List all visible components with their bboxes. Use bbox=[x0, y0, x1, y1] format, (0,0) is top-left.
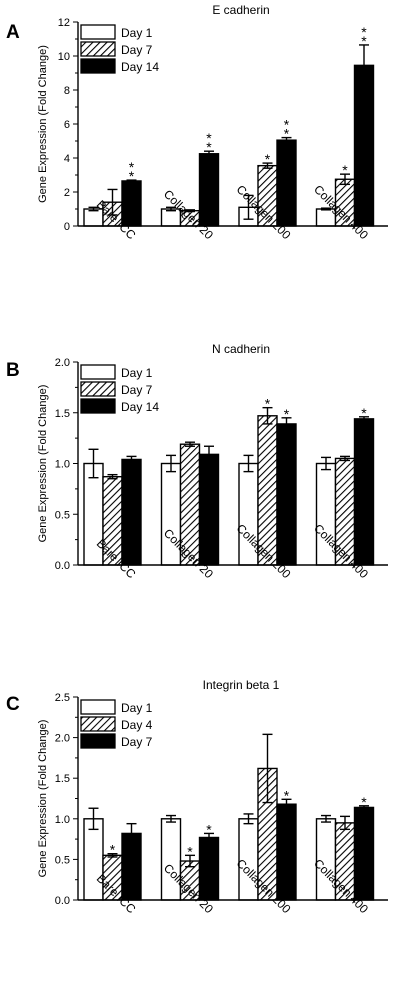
bar bbox=[160, 818, 182, 901]
significance-star: * bbox=[265, 396, 271, 412]
significance-star: * bbox=[206, 130, 212, 146]
significance-star: * bbox=[110, 842, 116, 858]
bar bbox=[353, 806, 375, 901]
y-tick-label: 0.0 bbox=[55, 895, 70, 907]
y-axis-label: Gene Expression (Fold Change) bbox=[37, 385, 49, 543]
y-tick-label: 0.0 bbox=[55, 560, 70, 572]
bar bbox=[83, 818, 104, 901]
bar bbox=[276, 803, 297, 901]
chart-title: E cadherin bbox=[212, 3, 269, 17]
significance-star: * bbox=[284, 787, 290, 803]
legend-label: Day 14 bbox=[121, 60, 159, 74]
legend-label: Day 7 bbox=[121, 735, 153, 749]
y-tick-label: 2.0 bbox=[55, 357, 70, 369]
chart-panel-c: C Integrin beta 1 Gene Expression (Fold Ch… bbox=[6, 678, 388, 916]
y-tick-label: 2.5 bbox=[55, 692, 70, 704]
y-axis-label: Gene Expression (Fold Change) bbox=[37, 45, 49, 203]
y-tick-label: 12 bbox=[58, 17, 70, 29]
y-tick-label: 8 bbox=[64, 85, 70, 97]
legend-label: Day 1 bbox=[121, 366, 153, 380]
bar bbox=[121, 458, 142, 566]
legend-swatch bbox=[80, 381, 116, 397]
y-tick-label: 0.5 bbox=[55, 854, 70, 866]
legend-swatch bbox=[80, 24, 116, 40]
legend-swatch bbox=[80, 41, 116, 57]
y-tick-label: 6 bbox=[64, 119, 70, 131]
y-tick-label: 10 bbox=[58, 51, 70, 63]
legend-label: Day 1 bbox=[121, 701, 153, 715]
y-tick-label: 2.0 bbox=[55, 733, 70, 745]
panel-letter: B bbox=[6, 360, 20, 381]
chart-panel-b: B N cadherin Gene Expression (Fold Change)… bbox=[6, 342, 388, 581]
y-axis-label: Gene Expression (Fold Change) bbox=[37, 720, 49, 878]
significance-star: * bbox=[284, 126, 290, 142]
bar bbox=[276, 139, 297, 227]
y-tick-label: 2 bbox=[64, 187, 70, 199]
legend-swatch bbox=[80, 364, 116, 380]
significance-star: * bbox=[129, 159, 135, 175]
legend-label: Day 14 bbox=[121, 400, 159, 414]
chart-title: N cadherin bbox=[212, 342, 270, 356]
significance-star: * bbox=[284, 117, 290, 133]
chart-panel-a: A E cadherin Gene Expression (Fold Change)… bbox=[6, 3, 388, 242]
significance-star: * bbox=[187, 843, 193, 859]
chart-title: Integrin beta 1 bbox=[203, 678, 280, 692]
y-tick-label: 1.0 bbox=[55, 459, 70, 471]
bar bbox=[353, 418, 375, 566]
bar bbox=[276, 423, 297, 566]
y-tick-label: 0.5 bbox=[55, 509, 70, 521]
significance-star: * bbox=[206, 821, 212, 837]
legend-swatch bbox=[80, 58, 116, 74]
y-tick-label: 1.0 bbox=[55, 814, 70, 826]
significance-star: * bbox=[284, 406, 290, 422]
legend-label: Day 4 bbox=[121, 718, 153, 732]
y-tick-label: 1.5 bbox=[55, 773, 70, 785]
bar bbox=[353, 64, 375, 227]
legend-swatch bbox=[80, 699, 116, 715]
panel-letter: A bbox=[6, 22, 20, 43]
significance-star: * bbox=[342, 162, 348, 178]
bar bbox=[198, 153, 220, 227]
significance-star: * bbox=[361, 33, 367, 49]
y-tick-label: 0 bbox=[64, 221, 70, 233]
significance-star: * bbox=[361, 24, 367, 40]
legend-swatch bbox=[80, 398, 116, 414]
significance-star: * bbox=[265, 151, 271, 167]
legend-swatch bbox=[80, 716, 116, 732]
y-tick-label: 1.5 bbox=[55, 408, 70, 420]
significance-star: * bbox=[206, 139, 212, 155]
bar bbox=[198, 836, 220, 901]
bar bbox=[198, 453, 220, 566]
significance-star: * bbox=[361, 405, 367, 421]
legend-label: Day 1 bbox=[121, 26, 153, 40]
legend-label: Day 7 bbox=[121, 383, 153, 397]
legend-swatch bbox=[80, 733, 116, 749]
significance-star: * bbox=[361, 794, 367, 810]
panel-letter: C bbox=[6, 694, 20, 715]
legend-label: Day 7 bbox=[121, 43, 153, 57]
y-tick-label: 4 bbox=[64, 153, 70, 165]
significance-star: * bbox=[129, 168, 135, 184]
